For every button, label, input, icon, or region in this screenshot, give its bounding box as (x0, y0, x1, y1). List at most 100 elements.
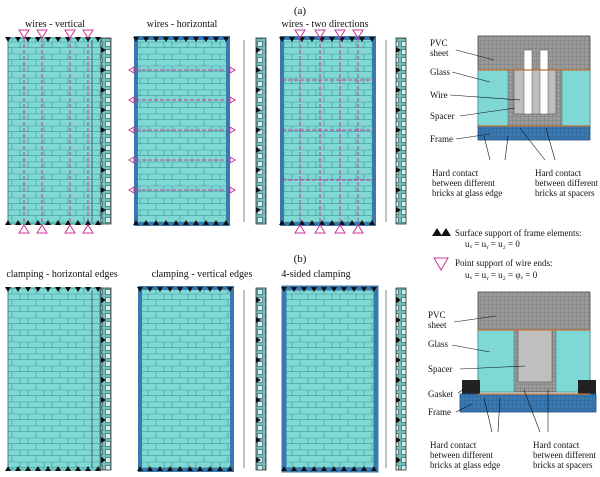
filled-triangle-icon (396, 187, 401, 193)
filled-triangle-icon (35, 220, 41, 225)
open-triangle-icon (36, 224, 48, 234)
filled-triangle-icon (331, 466, 337, 471)
filled-triangle-icon (396, 357, 401, 363)
filled-triangle-icon (25, 37, 31, 42)
filled-triangle-icon (256, 147, 261, 153)
filled-triangle-icon (351, 466, 357, 471)
legend-surface-support: Surface support of frame elements: (455, 228, 581, 238)
filled-triangle-icon (291, 466, 297, 471)
filled-triangle-icon (256, 317, 261, 323)
detail-section-b (459, 291, 597, 413)
legend-point-eq: uₓ = uᵧ = u₂ = φₓ = 0 (465, 270, 538, 281)
filled-triangle-icon (256, 187, 261, 193)
filled-triangle-icon (55, 220, 61, 225)
filled-triangle-icon (193, 37, 199, 42)
filled-triangle-icon (5, 466, 11, 471)
filled-triangle-icon (341, 466, 347, 471)
filled-triangle-icon (65, 220, 71, 225)
svg-text:between different: between different (432, 178, 496, 188)
filled-triangle-icon (15, 37, 21, 42)
filled-triangle-icon (45, 466, 51, 471)
filled-triangle-icon (301, 287, 307, 292)
contact-text-a-left: Hard contact between different bricks at… (432, 168, 502, 198)
open-triangle-icon (128, 96, 135, 104)
filled-triangle-icon (85, 37, 91, 42)
title-clamping-vertical: clamping - vertical edges (152, 269, 253, 280)
support-markers-row-b (5, 287, 401, 471)
detail-leader-lines-b (451, 315, 549, 433)
detail-section-a (477, 35, 591, 141)
filled-triangle-icon (101, 397, 106, 403)
filled-triangle-icon (101, 337, 106, 343)
open-triangle-icon (334, 224, 346, 234)
filled-triangle-icon (396, 317, 401, 323)
filled-triangle-icon (256, 47, 261, 53)
filled-triangle-icon (133, 37, 139, 42)
panel-clamping-horizontal (7, 287, 101, 471)
open-triangle-icon (314, 224, 326, 234)
filled-triangle-icon (279, 37, 285, 42)
svg-text:bricks at spacers: bricks at spacers (533, 460, 593, 470)
filled-triangle-icon (349, 220, 355, 225)
filled-triangle-icon (137, 466, 143, 471)
filled-triangle-icon (95, 287, 101, 292)
filled-triangle-icon (25, 220, 31, 225)
filled-triangle-icon (396, 87, 401, 93)
filled-triangle-icon (396, 127, 401, 133)
open-triangle-icon (433, 257, 449, 271)
open-triangle-icon (334, 29, 346, 39)
filled-triangle-icon (227, 287, 233, 292)
filled-triangle-icon (301, 466, 307, 471)
filled-triangle-icon (85, 287, 91, 292)
filled-triangle-icon (396, 67, 401, 73)
filled-triangle-icon (281, 466, 287, 471)
filled-triangle-icon (101, 437, 106, 443)
filled-triangle-icon (95, 220, 101, 225)
filled-triangle-icon (299, 220, 305, 225)
svg-text:Gasket: Gasket (428, 389, 453, 399)
filled-triangle-icon (167, 287, 173, 292)
open-triangle-icon (229, 186, 236, 194)
open-triangle-icon (229, 156, 236, 164)
open-triangle-icon (82, 29, 94, 39)
filled-triangle-icon (299, 37, 305, 42)
filled-triangle-icon (187, 287, 193, 292)
filled-triangle-icon (217, 287, 223, 292)
svg-text:bricks at glass edge: bricks at glass edge (432, 188, 502, 198)
filled-triangle-icon (329, 220, 335, 225)
filled-triangle-icon (351, 287, 357, 292)
open-triangle-icon (294, 29, 306, 39)
filled-triangle-icon (65, 37, 71, 42)
filled-triangle-icon (396, 107, 401, 113)
filled-triangle-icon (153, 220, 159, 225)
filled-triangle-icon (55, 466, 61, 471)
filled-triangle-icon (309, 37, 315, 42)
open-triangle-icon (18, 224, 30, 234)
filled-triangle-icon (256, 397, 261, 403)
filled-triangle-icon (203, 37, 209, 42)
filled-triangle-icon (101, 457, 106, 463)
filled-triangle-icon (441, 228, 451, 236)
filled-triangle-icon (396, 337, 401, 343)
filled-triangle-icon (396, 297, 401, 303)
open-triangle-icon (82, 224, 94, 234)
filled-triangle-icon (101, 377, 106, 383)
filled-triangle-icon (361, 466, 367, 471)
filled-triangle-icon (223, 37, 229, 42)
filled-triangle-icon (197, 287, 203, 292)
filled-triangle-icon (147, 287, 153, 292)
filled-triangle-icon (157, 287, 163, 292)
filled-triangle-icon (35, 287, 41, 292)
open-triangle-icon (64, 29, 76, 39)
filled-triangle-icon (207, 287, 213, 292)
filled-triangle-icon (133, 220, 139, 225)
filled-triangle-icon (341, 287, 347, 292)
filled-triangle-icon (361, 287, 367, 292)
filled-triangle-icon (163, 37, 169, 42)
filled-triangle-icon (183, 220, 189, 225)
contact-text-b-left: Hard contact between different bricks at… (430, 440, 500, 470)
filled-triangle-icon (311, 287, 317, 292)
filled-triangle-icon (25, 466, 31, 471)
filled-triangle-icon (65, 287, 71, 292)
title-4-sided-clamping: 4-sided clamping (281, 269, 350, 280)
